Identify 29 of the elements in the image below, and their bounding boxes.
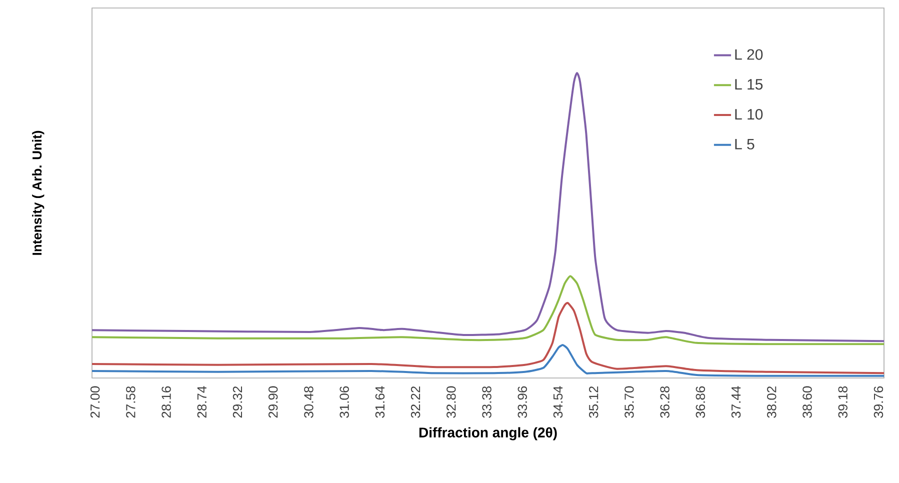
legend-label: L 20	[735, 49, 763, 60]
x-tick-label: 36.86	[696, 386, 706, 418]
y-axis-title: Intensity ( Arb. Unit)	[32, 130, 44, 255]
x-tick-label: 32.22	[410, 386, 420, 418]
x-tick-label: 33.38	[482, 386, 492, 418]
legend-label: L 15	[735, 79, 763, 90]
x-tick-label: 37.44	[731, 386, 741, 418]
x-tick-label: 39.76	[874, 386, 884, 418]
x-tick-label: 27.58	[126, 386, 136, 418]
x-tick-label: 36.28	[660, 386, 670, 418]
legend-label: L 5	[735, 138, 754, 150]
x-tick-label: 31.64	[375, 386, 385, 418]
x-tick-label: 29.90	[268, 386, 278, 418]
x-tick-label: 39.18	[838, 386, 848, 418]
x-tick-label: 32.80	[446, 386, 456, 418]
x-tick-label: 31.06	[340, 386, 349, 418]
x-tick-label: 29.32	[232, 386, 242, 418]
x-tick-label: 27.00	[90, 386, 100, 418]
x-tick-label: 38.02	[767, 386, 776, 418]
x-tick-label: 35.12	[589, 386, 598, 418]
x-tick-label: 33.96	[518, 386, 527, 418]
x-tick-label: 28.16	[162, 386, 171, 418]
x-tick-label: 38.60	[802, 386, 812, 418]
x-tick-label: 35.70	[624, 386, 634, 418]
x-axis-title: Diffraction angle (2θ)	[419, 427, 557, 440]
legend-label: L 10	[735, 108, 763, 120]
x-tick-label: 34.54	[553, 386, 563, 418]
x-tick-label: 30.48	[304, 386, 314, 418]
x-tick-label: 28.74	[197, 386, 207, 418]
